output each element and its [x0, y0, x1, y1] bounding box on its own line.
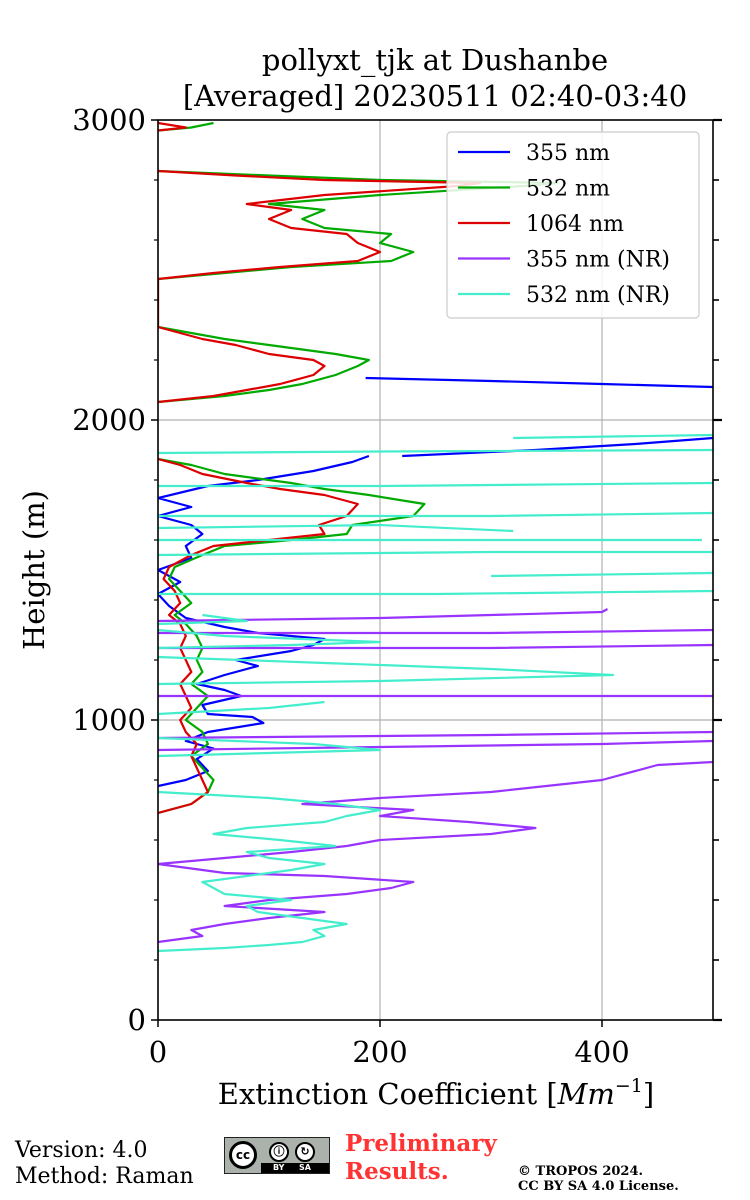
series-line-9	[158, 760, 713, 944]
legend-label-4: 532 nm (NR)	[526, 283, 670, 308]
series-line-27	[158, 481, 713, 488]
series-line-14	[158, 628, 713, 635]
preliminary-line1: Preliminary	[345, 1130, 497, 1157]
plot-frame	[157, 119, 714, 1021]
x-axis-label-sup: −1	[615, 1075, 643, 1097]
x-tick-label-0: 0	[149, 1035, 167, 1069]
legend: 355 nm 532 nm 1064 nm 355 nm (NR) 532 nm (NR…	[446, 131, 700, 319]
cc-strip: BY SA	[261, 1163, 329, 1173]
chart-title-line2: [Averaged] 20230511 02:40-03:40	[183, 79, 687, 113]
cc-sa-icon: ↻	[295, 1142, 315, 1162]
copyright-line1: © TROPOS 2024.	[518, 1164, 644, 1179]
series-line-1	[365, 376, 713, 389]
series-layer	[158, 121, 713, 953]
x-axis-label: Extinction Coefficient [Mm−1]	[218, 1075, 654, 1111]
cc-by-label: BY	[273, 1163, 285, 1172]
series-line-11	[158, 730, 713, 740]
preliminary-notice: Preliminary Results.	[345, 1130, 497, 1186]
extinction-chart: pollyxt_tjk at Dushanbe [Averaged] 20230…	[17, 43, 722, 1111]
version-text: Version: 4.0	[15, 1138, 148, 1163]
series-line-29	[513, 433, 713, 440]
series-line-16	[158, 790, 382, 953]
series-line-21	[158, 589, 713, 596]
preliminary-line2: Results.	[345, 1158, 449, 1185]
y-tick-label-1: 1000	[72, 703, 146, 737]
series-line-15	[158, 608, 609, 623]
series-line-18	[158, 655, 615, 686]
series-line-25	[158, 523, 514, 533]
x-axis-label-text: Extinction Coefficient [	[218, 1077, 558, 1111]
x-axis-label-unit: Mm	[557, 1077, 615, 1111]
legend-label-3: 355 nm (NR)	[526, 248, 670, 273]
legend-box	[446, 131, 700, 319]
series-line-28	[158, 448, 713, 455]
series-line-20	[158, 613, 248, 626]
cc-sa-label: SA	[299, 1163, 311, 1172]
series-line-7	[158, 169, 481, 404]
x-axis-label-end: ]	[643, 1077, 654, 1111]
copyright-line2: CC BY SA 4.0 License.	[518, 1179, 679, 1194]
series-line-23	[158, 550, 713, 557]
y-axis-label: Height (m)	[17, 490, 51, 650]
method-text: Method: Raman	[15, 1164, 194, 1189]
series-line-6	[158, 457, 359, 815]
legend-items: 355 nm 532 nm 1064 nm 355 nm (NR) 532 nm (NR…	[458, 141, 670, 308]
legend-label-1: 532 nm	[526, 177, 610, 202]
x-tick-label-2: 400	[574, 1035, 629, 1069]
y-tick-label-0: 0	[128, 1003, 146, 1037]
copyright-notice: © TROPOS 2024. CC BY SA 4.0 License.	[518, 1164, 679, 1194]
version-info: Version: 4.0 Method: Raman	[15, 1138, 194, 1190]
series-line-2	[402, 436, 713, 458]
series-line-10	[158, 739, 713, 752]
series-line-22	[490, 571, 713, 578]
series-line-17	[158, 700, 382, 758]
y-tick-label-3: 3000	[72, 103, 146, 137]
series-line-13	[158, 643, 713, 650]
cc-license-icon: cc ⓘ ↻ BY SA	[224, 1137, 330, 1174]
legend-label-2: 1064 nm	[526, 212, 624, 237]
cc-by-icon: ⓘ	[269, 1142, 289, 1162]
series-line-8	[158, 121, 187, 132]
chart-title-line1: pollyxt_tjk at Dushanbe	[262, 43, 608, 78]
cc-logo-icon: cc	[229, 1141, 257, 1169]
series-line-19	[158, 628, 382, 650]
series-line-26	[158, 511, 713, 518]
y-tick-label-2: 2000	[72, 403, 146, 437]
legend-label-0: 355 nm	[526, 141, 610, 166]
axis-ticks: 0 200 400 0 1000 2000 3000	[72, 103, 722, 1069]
series-line-3	[158, 457, 426, 815]
x-tick-label-1: 200	[352, 1035, 407, 1069]
